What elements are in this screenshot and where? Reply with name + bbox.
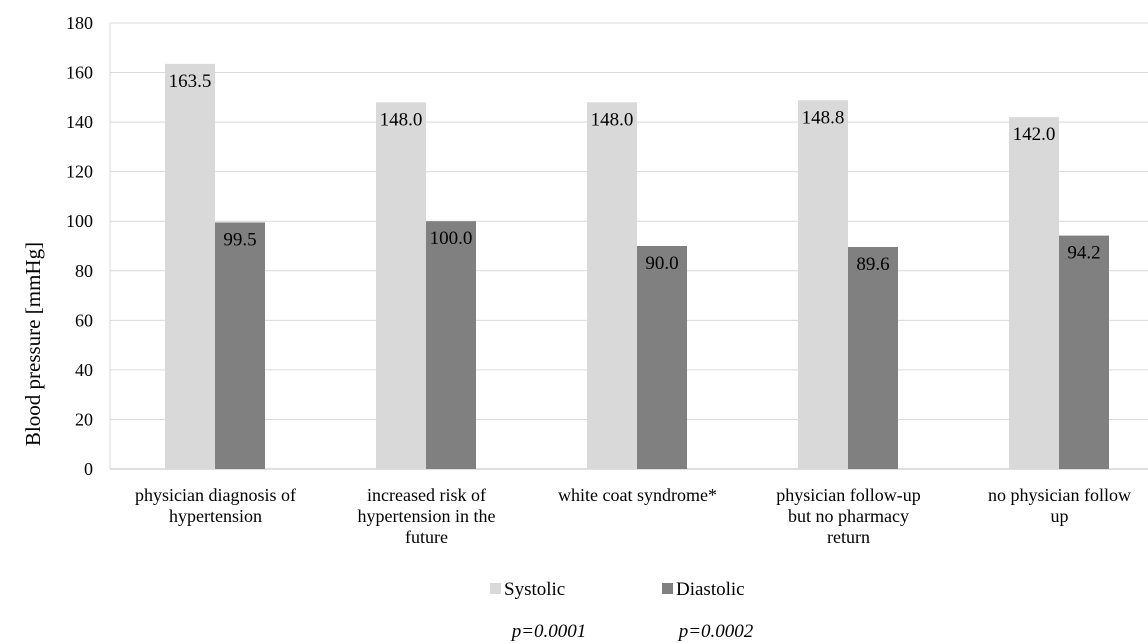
x-category-label: white coat syndrome*: [558, 485, 717, 505]
bar-diastolic: [637, 246, 687, 469]
data-label: 94.2: [1067, 243, 1100, 264]
data-label: 148.8: [802, 107, 845, 128]
x-category-label: physician diagnosis of hypertension: [135, 485, 296, 526]
legend-label-diastolic: Diastolic: [676, 579, 745, 600]
data-labels: 163.5 99.5 148.0 100.0 148.0 90.0 148.8 89.6 142…: [169, 71, 1101, 275]
y-tick-label: 80: [75, 261, 93, 281]
y-tick-label: 100: [66, 211, 93, 231]
bar-systolic: [587, 102, 637, 470]
x-category-label: increased risk of hypertension in the futu…: [358, 485, 496, 547]
data-label: 89.6: [856, 254, 889, 275]
y-tick-label: 180: [66, 13, 93, 33]
data-label: 142.0: [1013, 124, 1056, 145]
y-tick-label: 140: [66, 112, 93, 132]
y-tick-labels: 0 20 40 60 80 100 120 140 160 180: [66, 13, 93, 479]
bar-diastolic: [215, 222, 265, 469]
data-label: 100.0: [430, 228, 473, 249]
y-tick-label: 20: [75, 409, 93, 429]
bar-diastolic: [848, 246, 898, 469]
annotations: p=0.0001 p=0.0002: [510, 621, 754, 642]
data-label: 99.5: [223, 229, 256, 250]
legend-swatch-systolic: [490, 583, 501, 594]
x-category-labels: physician diagnosis of hypertension increa…: [135, 485, 1131, 547]
p-value-annotation: p=0.0002: [677, 621, 754, 642]
legend: Systolic Diastolic: [490, 579, 745, 600]
x-category-label: no physician follow up: [988, 485, 1131, 526]
bar-systolic: [798, 100, 848, 469]
data-label: 148.0: [591, 109, 634, 130]
y-axis-title: Blood pressure [mmHg]: [21, 242, 45, 446]
legend-label-systolic: Systolic: [504, 579, 565, 600]
data-label: 148.0: [380, 109, 423, 130]
y-tick-label: 120: [66, 162, 93, 182]
y-tick-label: 60: [75, 310, 93, 330]
y-tick-label: 160: [66, 63, 93, 83]
bar-diastolic: [1059, 235, 1109, 469]
y-tick-label: 0: [84, 459, 93, 479]
data-label: 90.0: [645, 253, 678, 274]
y-tick-label: 40: [75, 360, 93, 380]
legend-swatch-diastolic: [662, 583, 673, 594]
x-category-label: physician follow-up but no pharmacy return: [776, 485, 920, 547]
bars: [165, 63, 1109, 470]
bar-systolic: [376, 102, 426, 470]
bar-systolic: [165, 63, 215, 470]
bar-systolic: [1009, 117, 1059, 470]
data-label: 163.5: [169, 71, 212, 92]
p-value-annotation: p=0.0001: [510, 621, 587, 642]
bar-diastolic: [426, 221, 476, 469]
